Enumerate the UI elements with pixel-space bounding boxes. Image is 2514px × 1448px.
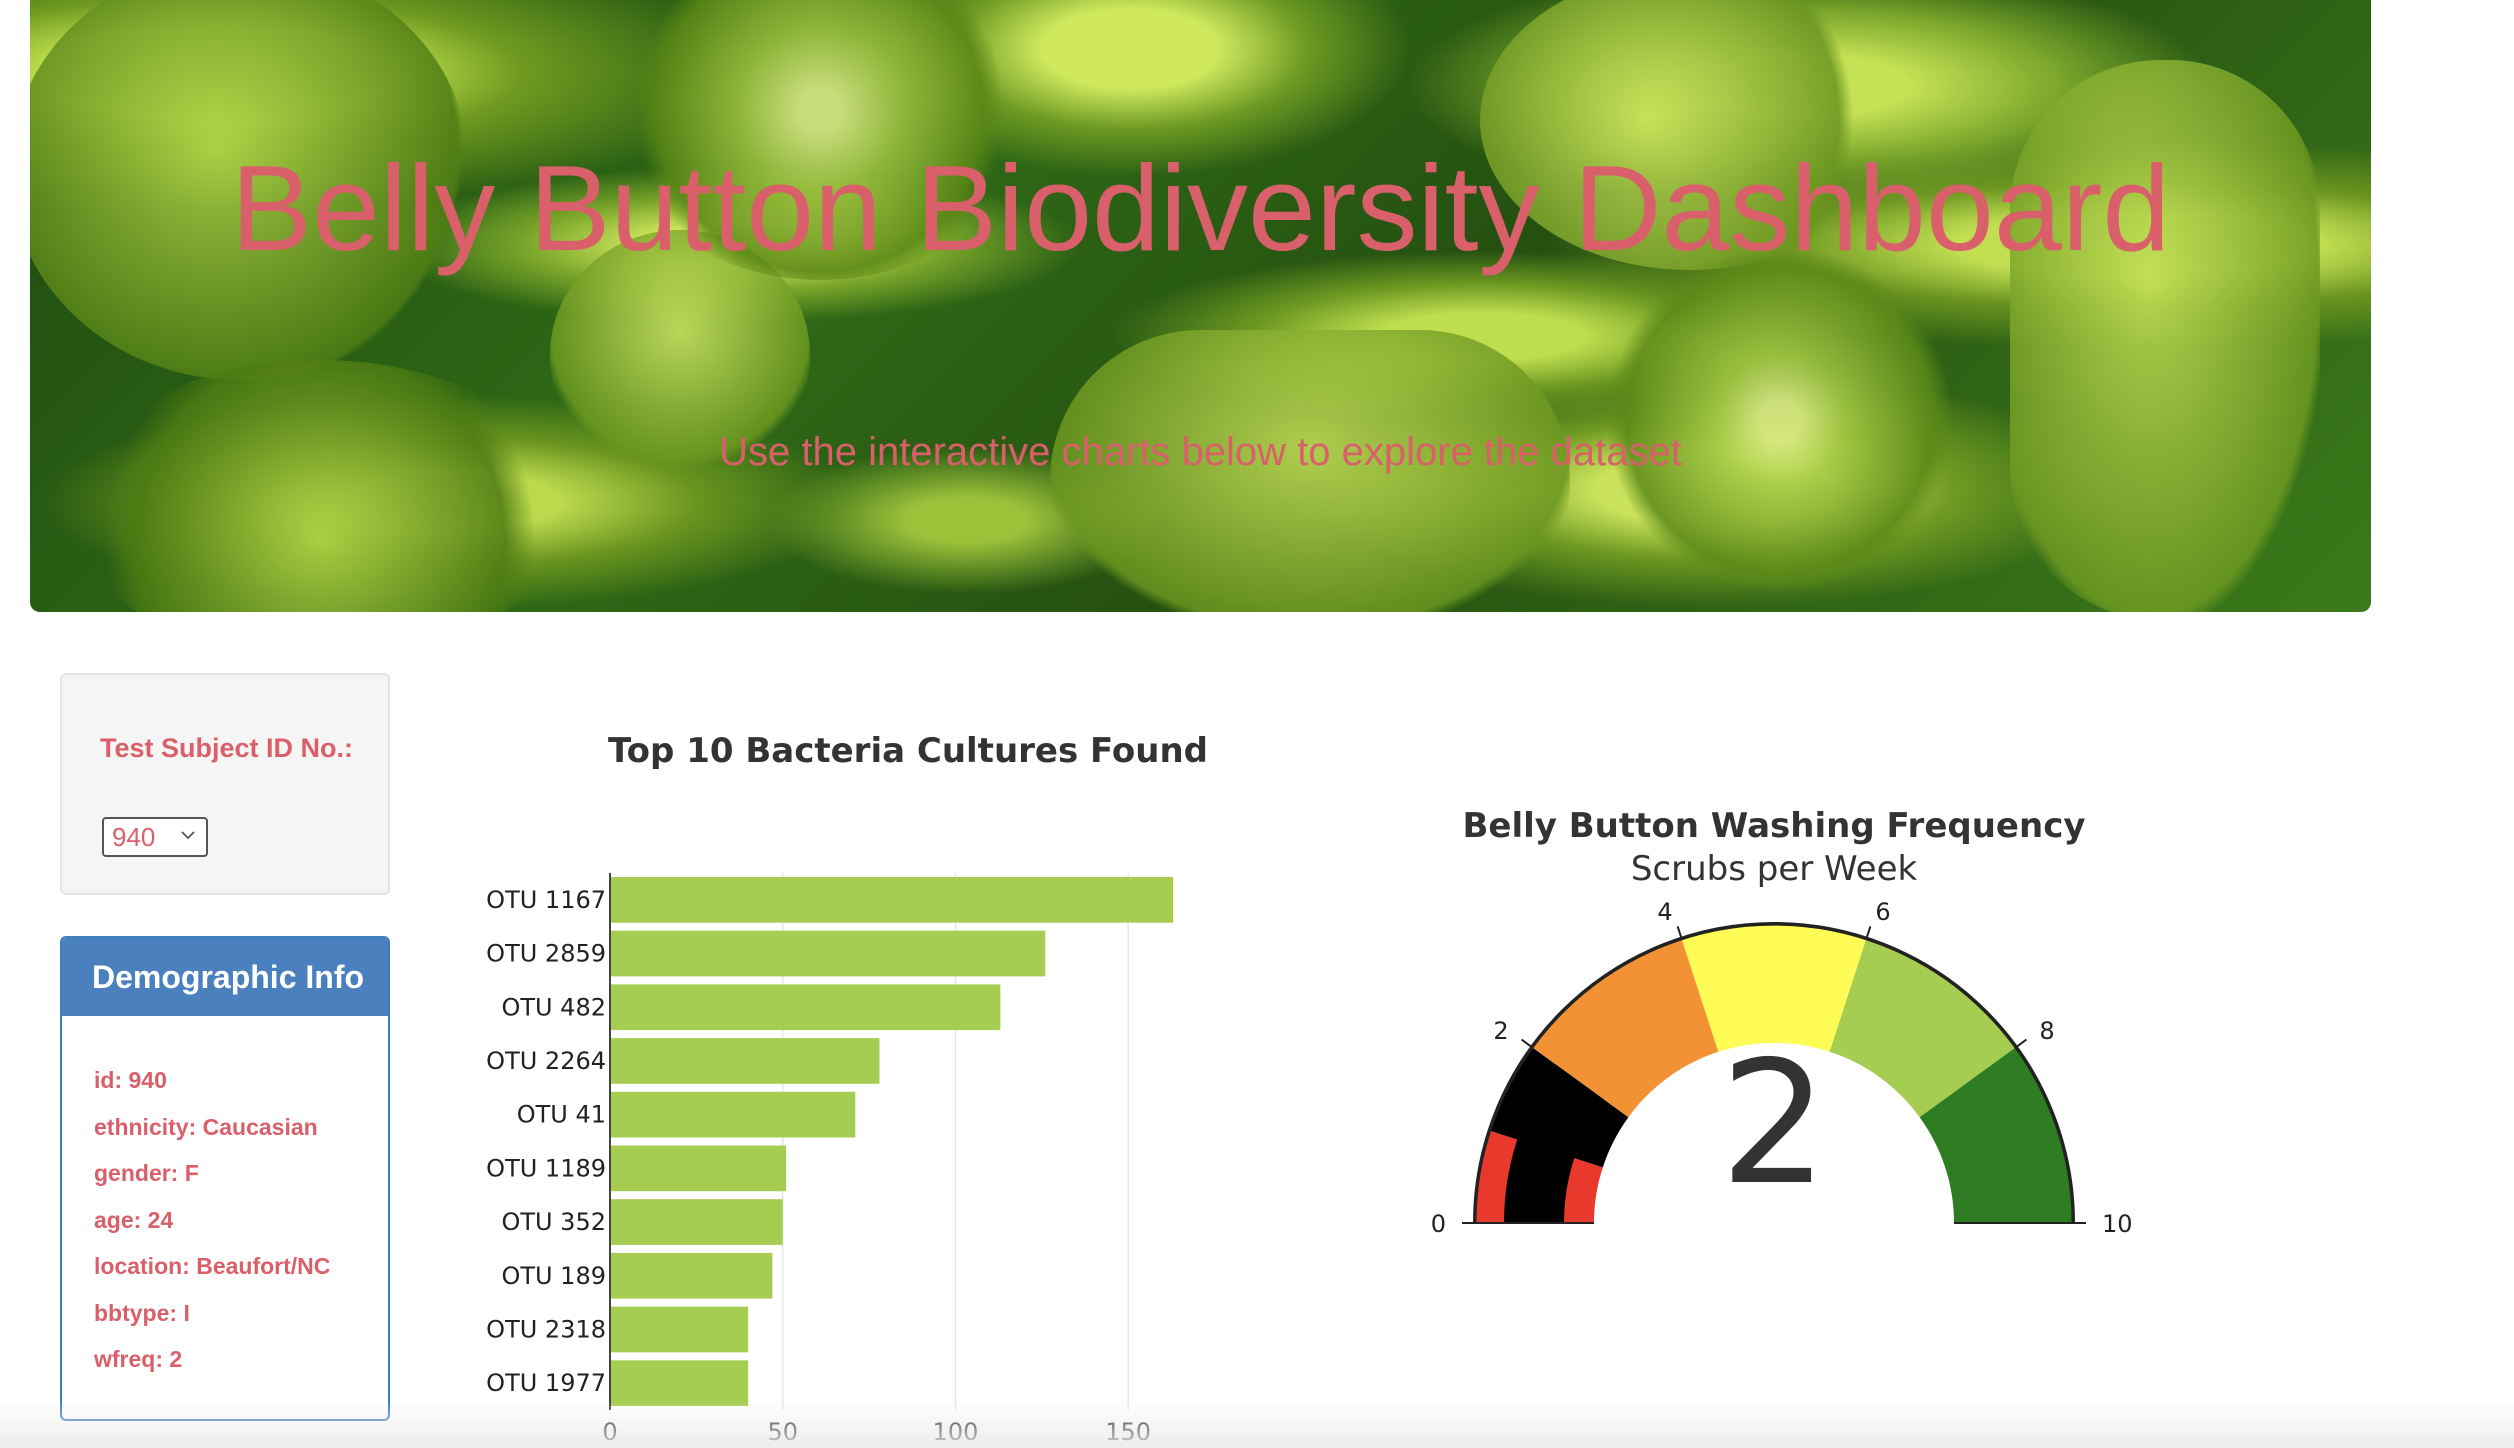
gauge-tick-label: 10 xyxy=(2102,1210,2133,1238)
subject-id-selected-value: 940 xyxy=(112,821,156,852)
gauge-tick-label: 0 xyxy=(1431,1210,1446,1238)
bar-y-tick-label: OTU 352 xyxy=(501,1208,606,1236)
bar-y-tick-label: OTU 482 xyxy=(501,993,606,1021)
gauge-value: 2 xyxy=(1720,1025,1828,1223)
page-title: Belly Button Biodiversity Dashboard xyxy=(230,140,2171,276)
demographic-item: bbtype: I xyxy=(94,1299,190,1326)
bar-y-tick-label: OTU 2859 xyxy=(486,940,606,968)
demographic-info-panel: Demographic Info id: 940 ethnicity: Cauca… xyxy=(60,936,390,1421)
bar-y-tick-label: OTU 1189 xyxy=(486,1154,606,1182)
gauge-tick xyxy=(1865,925,1872,938)
gauge-tick-label: 4 xyxy=(1657,898,1672,926)
bar-chart-title: Top 10 Bacteria Cultures Found xyxy=(608,731,1208,771)
demographic-item: gender: F xyxy=(94,1160,199,1186)
bar[interactable] xyxy=(611,930,1046,977)
gauge-tick-label: 2 xyxy=(1493,1017,1508,1045)
bar-y-tick-label: OTU 1977 xyxy=(486,1369,606,1397)
bar[interactable] xyxy=(611,1145,787,1192)
gauge-value-bar xyxy=(1504,1064,1605,1223)
bar[interactable] xyxy=(611,1091,856,1138)
bar-x-tick-label: 100 xyxy=(933,1418,979,1446)
bar-chart: Top 10 Bacteria Cultures Found OTU 1167 O… xyxy=(486,731,1208,1446)
bar[interactable] xyxy=(611,1360,749,1406)
bar-y-tick-label: OTU 1167 xyxy=(486,886,606,914)
bar[interactable] xyxy=(611,1038,880,1084)
gauge-step xyxy=(1829,937,2017,1118)
bar[interactable] xyxy=(611,877,1174,923)
bar[interactable] xyxy=(611,984,1001,1031)
gauge-title: Belly Button Washing Frequency xyxy=(1462,806,2085,846)
chevron-down-icon xyxy=(181,831,195,840)
subject-id-label: Test Subject ID No.: xyxy=(100,733,354,763)
gauge-tick xyxy=(2016,1038,2028,1048)
demographic-item: wfreq: 2 xyxy=(94,1346,183,1372)
subject-selector-well: Test Subject ID No.: 940 xyxy=(60,673,390,895)
bar-x-tick-label: 150 xyxy=(1105,1418,1151,1446)
gauge-subtitle: Scrubs per Week xyxy=(1631,849,1918,889)
bar[interactable] xyxy=(611,1252,773,1299)
demographic-item: age: 24 xyxy=(94,1206,174,1233)
gauge-tick xyxy=(1676,925,1683,938)
bar-x-tick-label: 50 xyxy=(767,1418,798,1446)
bar-y-tick-label: OTU 2264 xyxy=(486,1047,606,1075)
bar-y-tick-label: OTU 189 xyxy=(501,1262,606,1290)
bar[interactable] xyxy=(611,1306,749,1353)
gauge-tick xyxy=(1520,1038,1532,1048)
bar-y-tick-label: OTU 41 xyxy=(517,1101,606,1129)
hero-banner: Belly Button Biodiversity Dashboard Use … xyxy=(30,0,2371,612)
gauge-step xyxy=(1919,1046,2074,1223)
demographic-item: id: 940 xyxy=(94,1067,167,1093)
demographic-item: location: Beaufort/NC xyxy=(94,1253,331,1279)
bar-x-tick-label: 0 xyxy=(602,1418,617,1446)
demographic-info-list: id: 940 ethnicity: Caucasian gender: F age:… xyxy=(94,1066,330,1392)
demographic-info-heading: Demographic Info xyxy=(62,938,388,1016)
gauge-step xyxy=(1681,923,1867,1052)
gauge-tick-label: 8 xyxy=(2039,1017,2054,1045)
bar-y-tick-label: OTU 2318 xyxy=(486,1315,606,1343)
subject-id-select[interactable]: 940 xyxy=(102,817,208,857)
demographic-item: ethnicity: Caucasian xyxy=(94,1113,318,1140)
page-subtitle: Use the interactive charts below to expl… xyxy=(719,430,1682,474)
gauge-step xyxy=(1531,937,1719,1118)
gauge-chart: Belly Button Washing Frequency Scrubs pe… xyxy=(1431,806,2133,1238)
gauge-tick-label: 6 xyxy=(1875,898,1890,926)
bar[interactable] xyxy=(611,1199,783,1245)
